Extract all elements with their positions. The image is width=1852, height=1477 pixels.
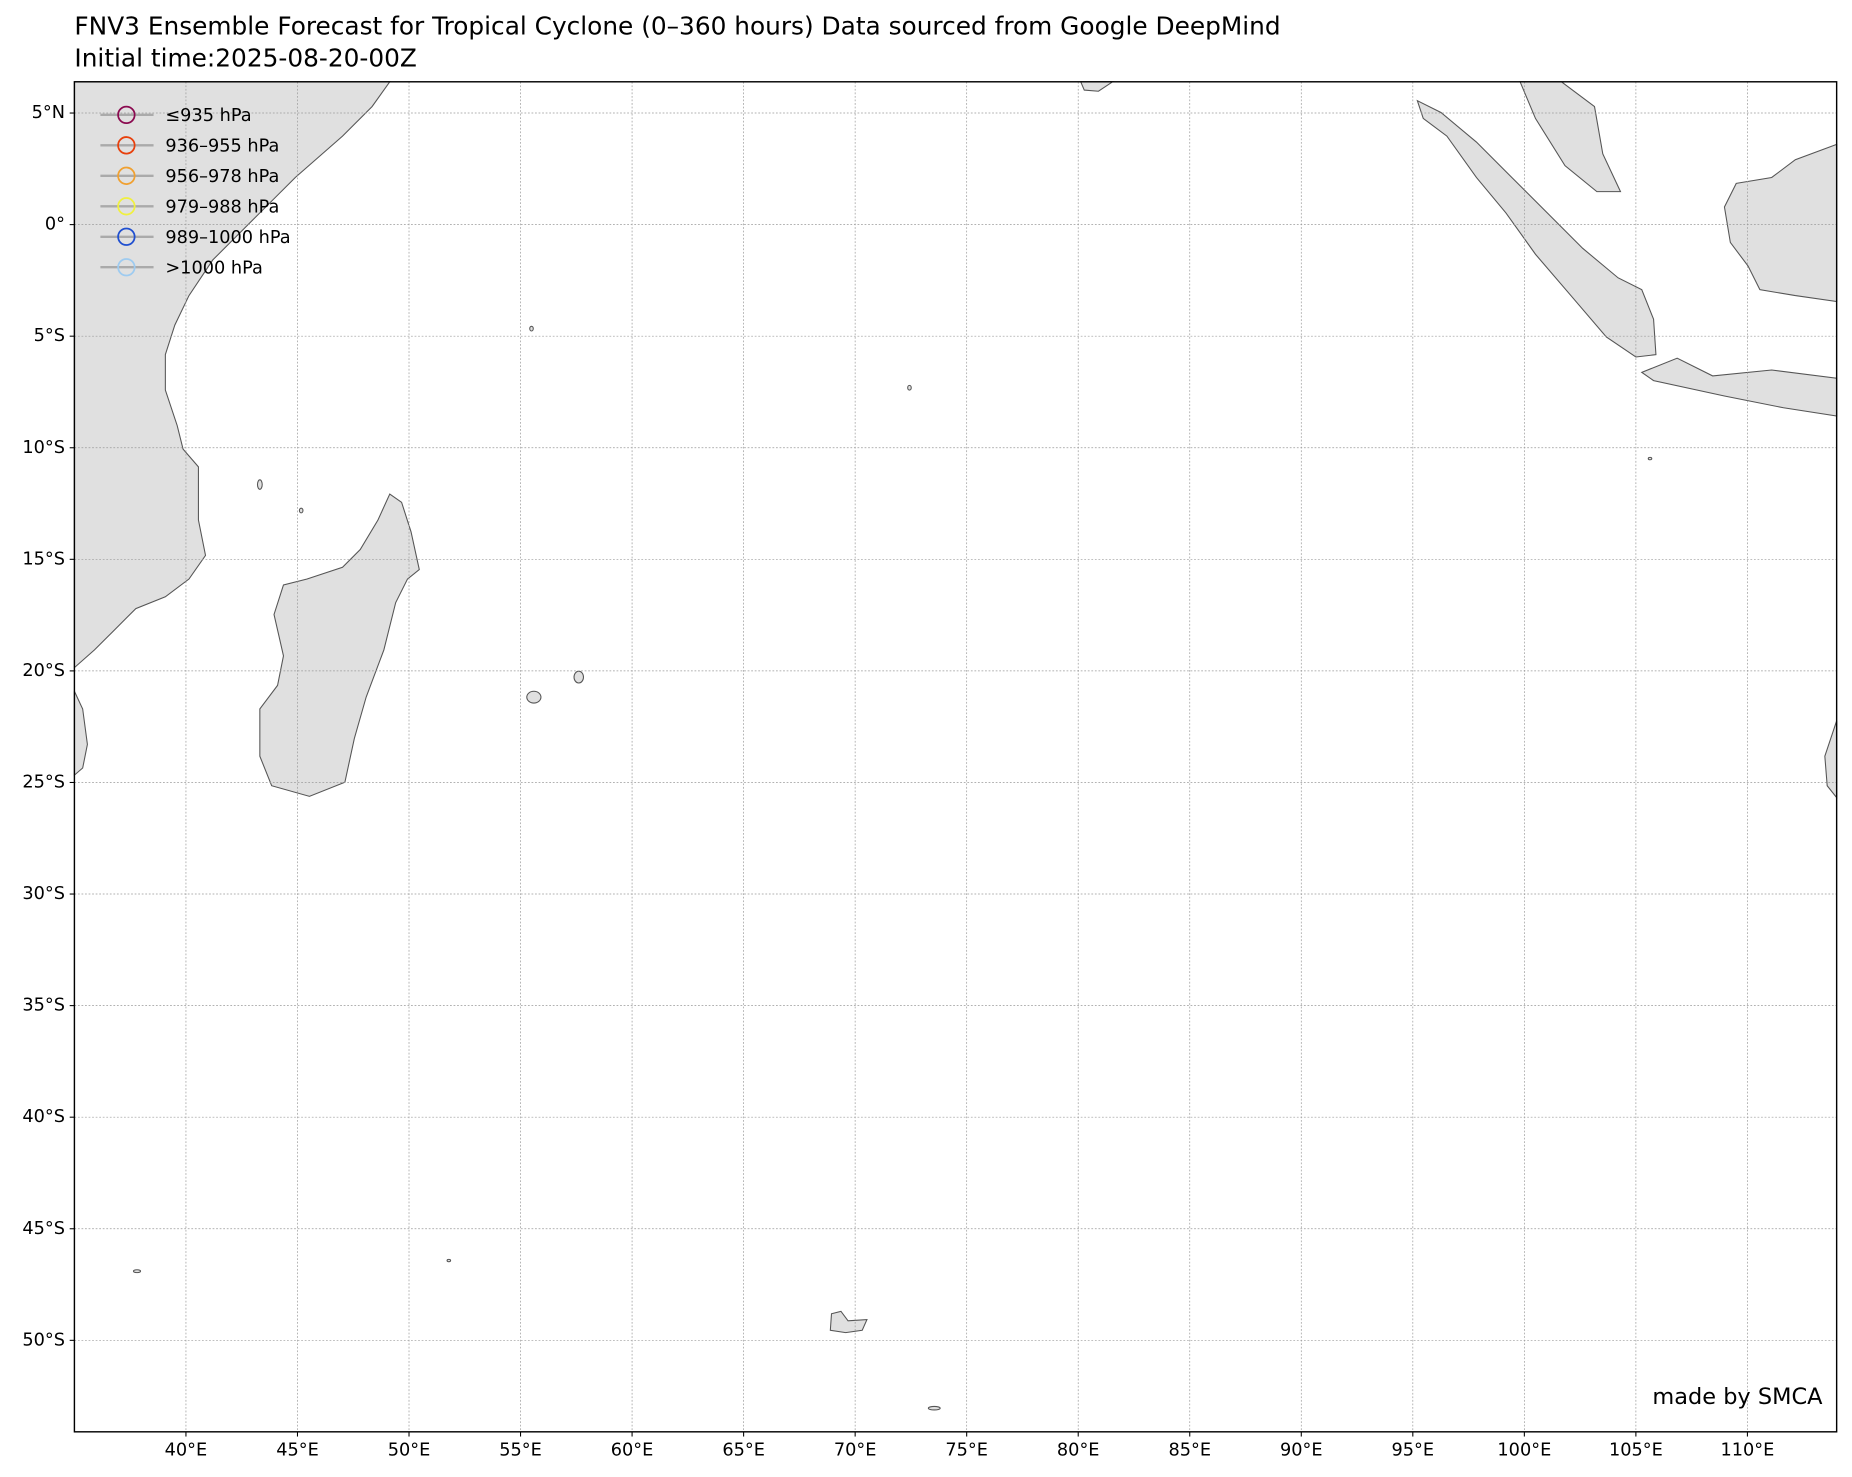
y-tick-label: 45°S bbox=[22, 1219, 65, 1239]
legend-marker bbox=[117, 258, 136, 277]
credit: made by SMCA bbox=[1652, 1384, 1823, 1410]
y-tick-label: 10°S bbox=[22, 438, 65, 458]
y-tick-label: 25°S bbox=[22, 772, 65, 792]
legend-marker bbox=[117, 105, 136, 125]
x-tick-label: 75°E bbox=[945, 1441, 988, 1461]
java bbox=[1640, 357, 1838, 417]
y-tick-label: 20°S bbox=[22, 661, 65, 681]
island bbox=[1647, 456, 1653, 461]
subtitle: Initial time:2025-08-20-00Z bbox=[74, 43, 416, 72]
borneo bbox=[1723, 143, 1838, 303]
island bbox=[446, 1258, 452, 1263]
y-tick-label: 35°S bbox=[22, 996, 65, 1016]
y-tick-label: 0° bbox=[45, 215, 65, 235]
australia bbox=[1824, 720, 1838, 800]
y-tick-label: 50°S bbox=[22, 1330, 65, 1350]
x-tick-label: 40°E bbox=[165, 1441, 208, 1461]
legend-marker bbox=[117, 197, 136, 216]
land bbox=[73, 81, 1838, 1411]
y-tick-label: 5°N bbox=[32, 103, 65, 123]
legend-marker bbox=[117, 227, 136, 246]
x-tick-label: 50°E bbox=[388, 1441, 431, 1461]
x-tick-label: 90°E bbox=[1280, 1441, 1323, 1461]
x-tick-label: 55°E bbox=[499, 1441, 542, 1461]
africa-south bbox=[73, 691, 88, 777]
y-tick-label: 40°S bbox=[22, 1107, 65, 1127]
legend-label: 936–955 hPa bbox=[165, 137, 279, 157]
sri-lanka-tip bbox=[1079, 81, 1115, 92]
island bbox=[132, 1269, 142, 1274]
x-tick-label: 60°E bbox=[611, 1441, 654, 1461]
x-tick-label: 85°E bbox=[1168, 1441, 1211, 1461]
x-tick-label: 65°E bbox=[722, 1441, 765, 1461]
x-tick-label: 105°E bbox=[1609, 1441, 1663, 1461]
madagascar bbox=[259, 493, 420, 797]
x-tick-label: 100°E bbox=[1497, 1441, 1551, 1461]
x-tick-label: 80°E bbox=[1057, 1441, 1100, 1461]
africa bbox=[73, 81, 391, 669]
legend-marker bbox=[117, 166, 136, 185]
y-tick-label: 30°S bbox=[22, 884, 65, 904]
island bbox=[529, 325, 534, 332]
legend-label: >1000 hPa bbox=[165, 258, 262, 278]
plot-frame bbox=[73, 81, 1838, 1433]
x-tick-label: 70°E bbox=[834, 1441, 877, 1461]
y-tick-label: 5°S bbox=[34, 326, 65, 346]
legend-label: ≤935 hPa bbox=[165, 106, 251, 126]
reunion bbox=[573, 670, 585, 684]
island bbox=[907, 384, 912, 391]
mauritius bbox=[526, 690, 542, 704]
title: FNV3 Ensemble Forecast for Tropical Cycl… bbox=[74, 11, 1280, 40]
heard-island bbox=[927, 1405, 941, 1411]
comoros bbox=[298, 507, 304, 514]
x-tick-label: 45°E bbox=[276, 1441, 319, 1461]
x-tick-label: 110°E bbox=[1721, 1441, 1775, 1461]
legend-label: 956–978 hPa bbox=[165, 167, 279, 187]
comoros bbox=[256, 479, 263, 490]
sumatra bbox=[1416, 99, 1657, 358]
legend-marker bbox=[117, 136, 136, 155]
y-tick-label: 15°S bbox=[22, 549, 65, 569]
legend-label: 979–988 hPa bbox=[165, 197, 279, 217]
malay-peninsula bbox=[1519, 81, 1622, 193]
legend-label: 989–1000 hPa bbox=[165, 228, 290, 248]
x-tick-label: 95°E bbox=[1392, 1441, 1435, 1461]
kerguelen bbox=[829, 1310, 868, 1334]
